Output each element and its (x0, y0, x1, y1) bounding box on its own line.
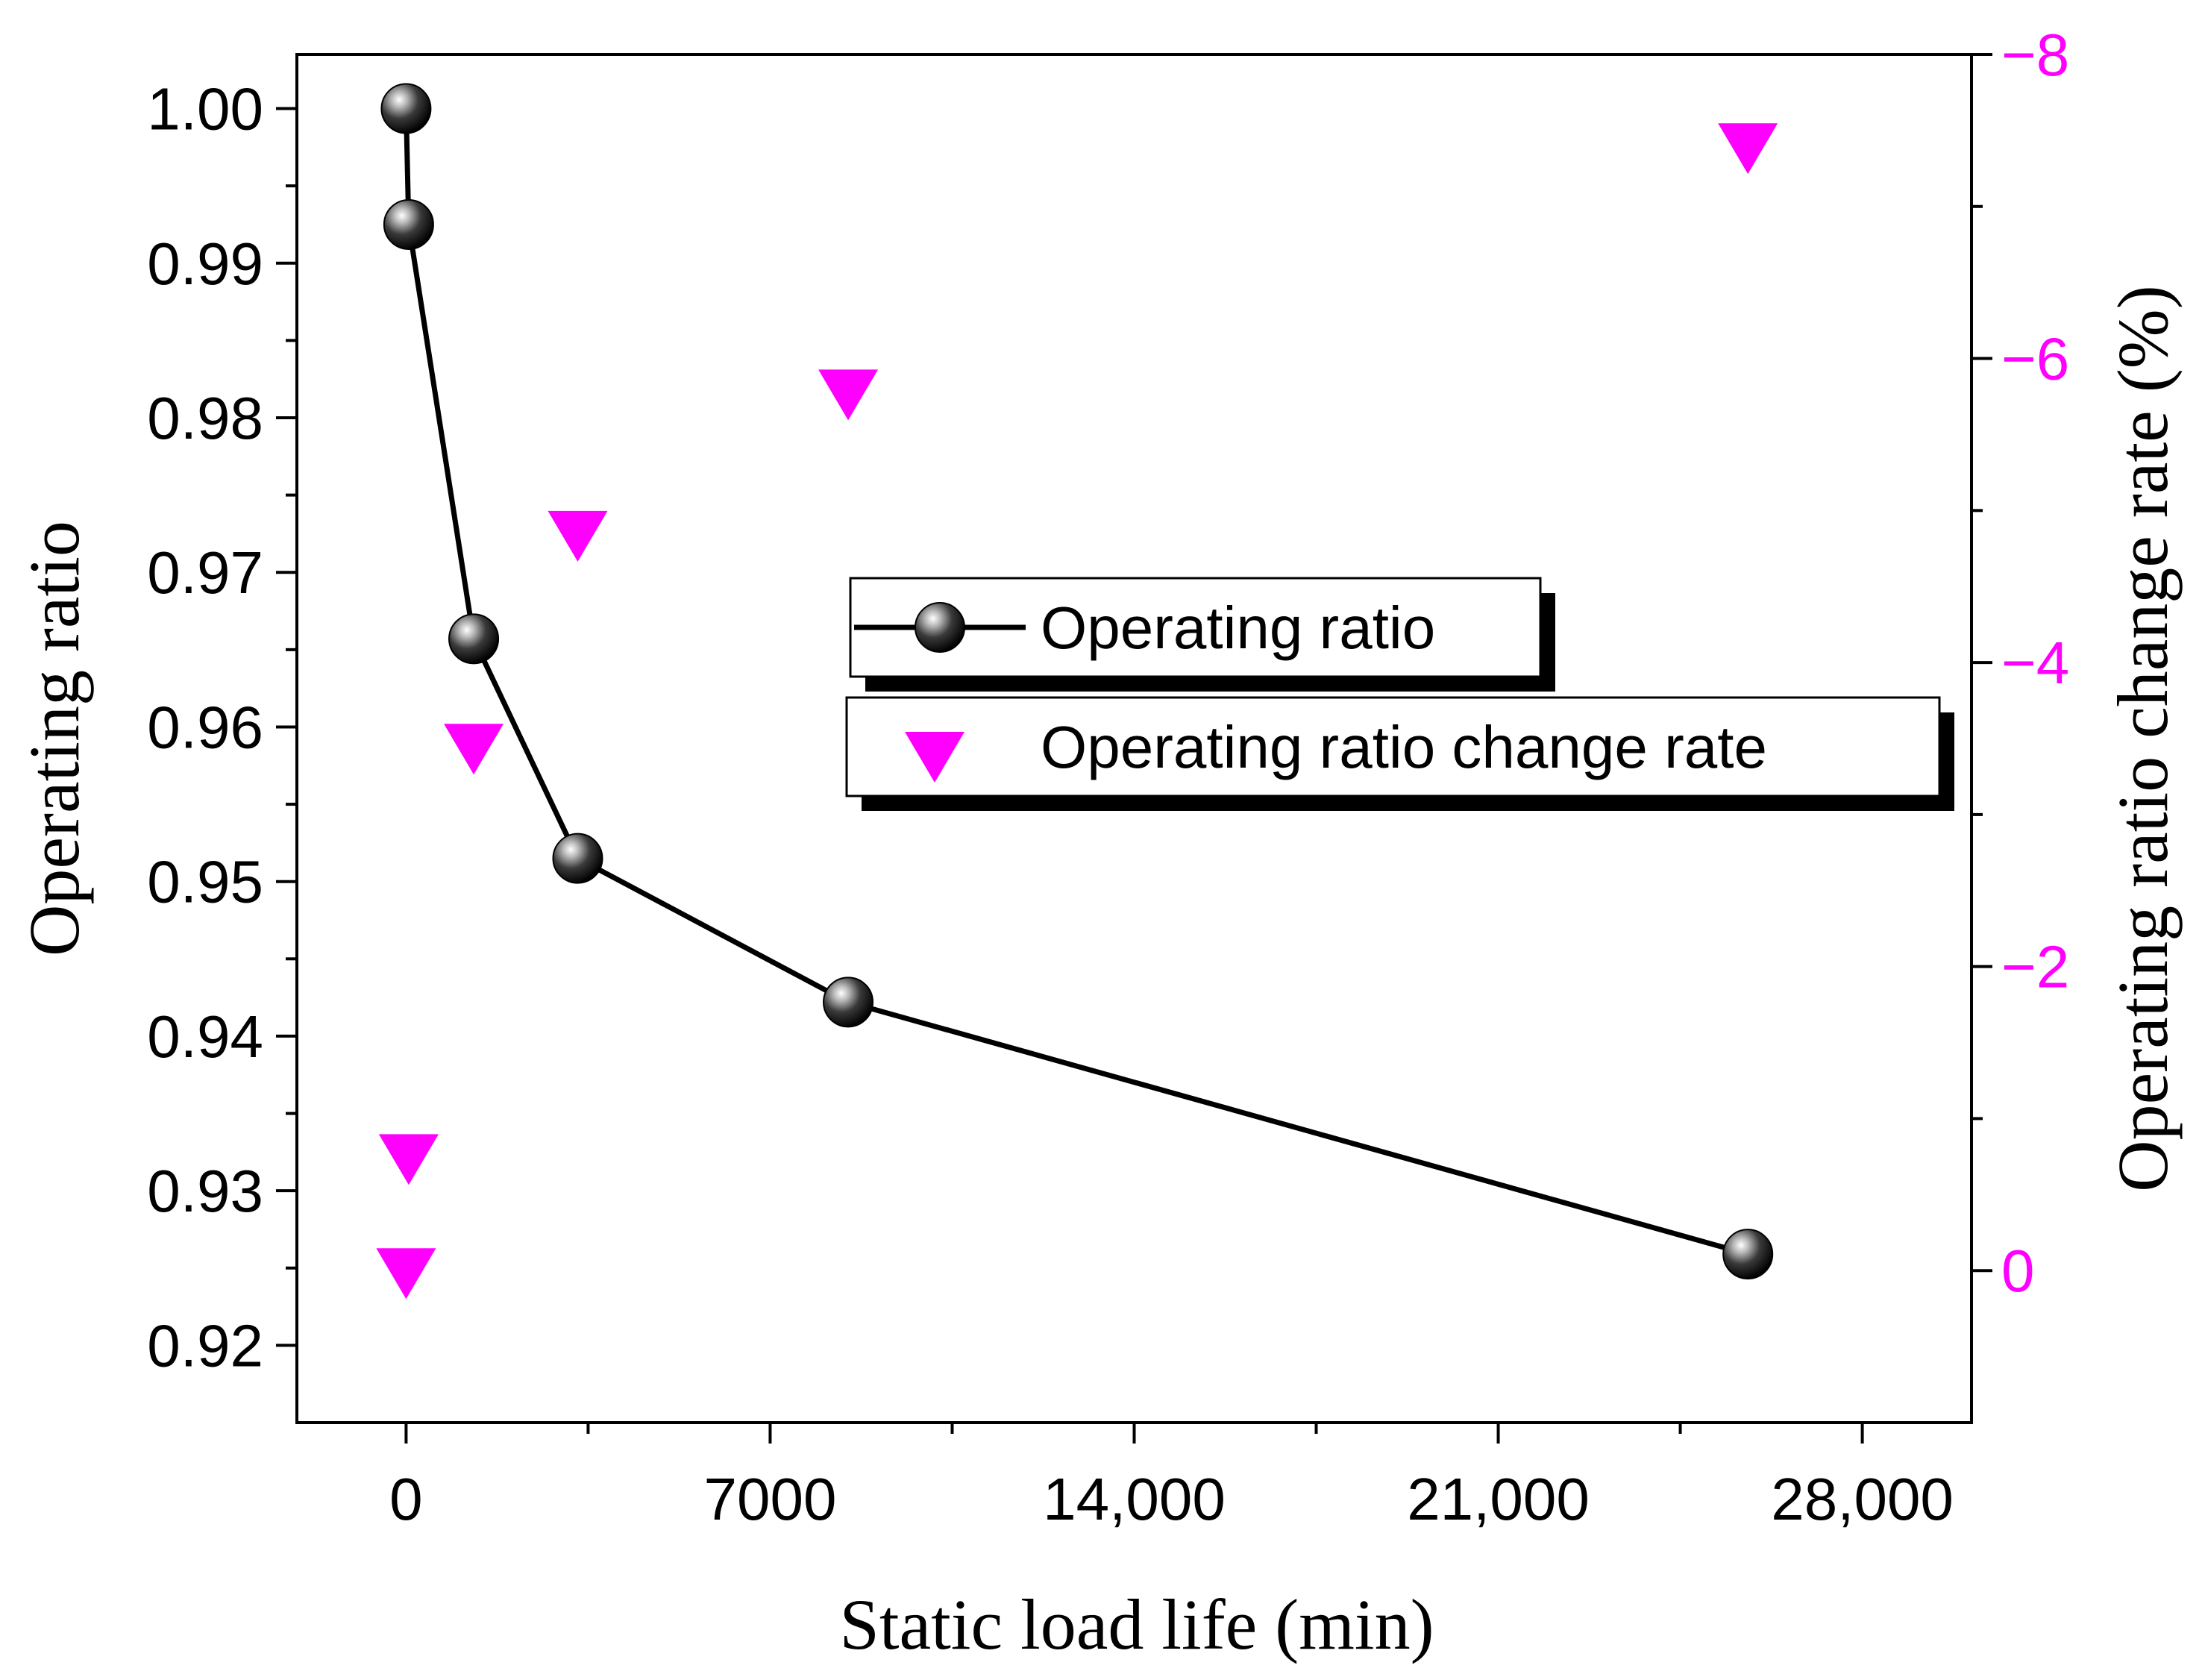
y-tick-label: 0.99 (147, 231, 263, 297)
legend-item-operating-ratio: Operating ratio (849, 577, 1555, 692)
y2-tick-label: 0 (2001, 1238, 2035, 1304)
y-tick-label: 0.93 (147, 1158, 263, 1224)
data-point-change-rate (1718, 123, 1778, 175)
x-tick-label: 14,000 (1043, 1466, 1226, 1532)
data-point-change-rate (378, 1134, 439, 1185)
x-axis-title: Static load life (min) (839, 1585, 1434, 1664)
x-tick-label: 28,000 (1771, 1466, 1954, 1532)
legend-box (845, 696, 1941, 797)
data-point-operating-ratio (823, 977, 874, 1028)
y2-tick-label: −4 (2001, 630, 2069, 696)
data-point-change-rate (548, 510, 608, 562)
data-point-operating-ratio (552, 833, 603, 884)
data-point-change-rate (376, 1248, 436, 1300)
x-tick-label: 0 (389, 1466, 423, 1532)
y-axis-right-ticks: 0 −2 −4 −6 −8 (1972, 22, 2069, 1304)
data-point-operating-ratio (448, 613, 500, 665)
legend-label: Operating ratio (1041, 595, 1435, 661)
y-axis-right-title: Operating ratio change rate (%) (2103, 285, 2183, 1191)
series-markers-operating-ratio (380, 83, 1774, 1280)
legend-label: Operating ratio change rate (1041, 714, 1767, 780)
y-tick-label: 0.94 (147, 1003, 263, 1070)
legend-triangle-icon (905, 732, 964, 783)
data-point-operating-ratio (380, 83, 432, 134)
data-point-operating-ratio (383, 198, 434, 250)
data-point-change-rate (818, 369, 879, 421)
x-tick-label: 21,000 (1407, 1466, 1590, 1532)
data-point-operating-ratio (1722, 1229, 1774, 1280)
y2-tick-label: −2 (2001, 934, 2069, 1000)
y-tick-label: 0.96 (147, 694, 263, 760)
y-tick-label: 0.95 (147, 849, 263, 915)
data-point-change-rate (444, 724, 504, 775)
y2-tick-label: −8 (2001, 22, 2069, 88)
y-tick-label: 0.92 (147, 1312, 263, 1379)
y-tick-label: 1.00 (147, 76, 263, 142)
legend-item-change-rate: Operating ratio change rate (845, 696, 1954, 811)
series-markers-change-rate (376, 123, 1778, 1300)
y-axis-left-ticks: 0.92 0.93 0.94 0.95 0.96 0.97 0.98 0.99 1.00 (147, 76, 297, 1379)
y-axis-left-title: Operating ratio (14, 521, 94, 956)
y2-tick-label: −6 (2001, 326, 2069, 392)
y-tick-label: 0.97 (147, 539, 263, 606)
x-tick-label: 7000 (703, 1466, 836, 1532)
legend-sphere-icon (915, 602, 965, 653)
y-tick-label: 0.98 (147, 385, 263, 451)
x-axis-ticks: 0 7000 14,000 21,000 28,000 (389, 1423, 1954, 1532)
